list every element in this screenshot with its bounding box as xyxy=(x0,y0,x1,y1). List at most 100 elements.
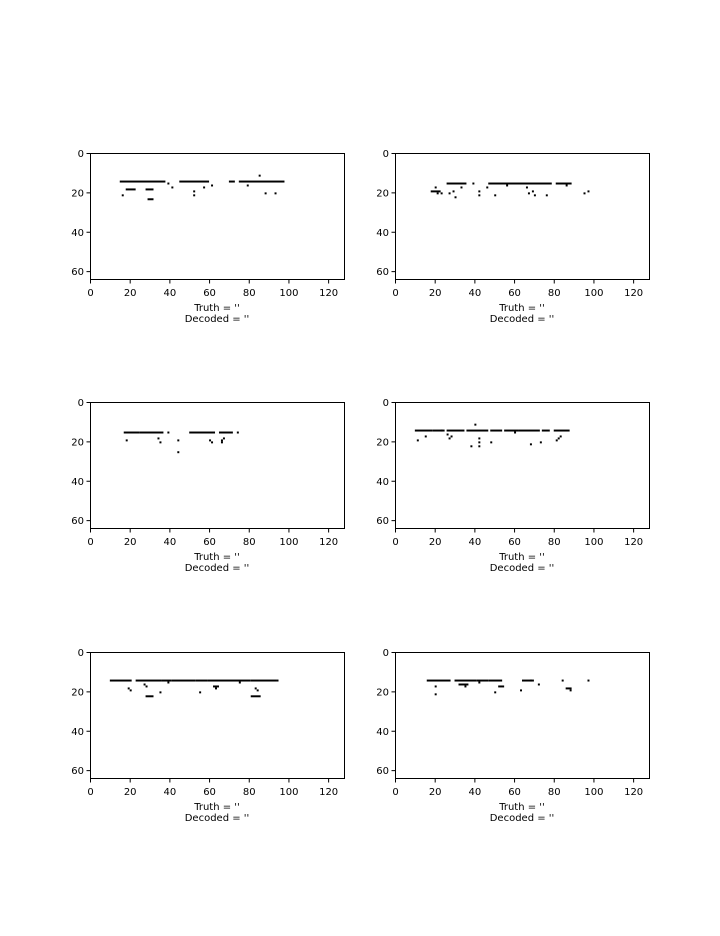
decoded-label: Decoded = '฀฀฀฀฀฀฀฀฀฀฀฀฀฀฀฀฀฀' xyxy=(490,563,555,574)
subplot-1: 0 20 40 60 80 100 1200204060Truth = '฀฀฀฀฀฀฀฀฀… xyxy=(71,149,344,325)
pixel xyxy=(538,684,540,686)
y-tick-label: 0 xyxy=(383,398,389,409)
pixel xyxy=(255,687,257,689)
axes-frame xyxy=(396,154,650,280)
x-tick-label: 100 xyxy=(279,537,298,548)
pixel xyxy=(128,687,130,689)
x-tick-label: 0 xyxy=(87,787,93,798)
pixel xyxy=(526,186,528,188)
y-tick-label: 20 xyxy=(71,437,84,448)
truth-label: Truth = '฀฀฀฀฀฀฀฀฀฀฀฀฀฀฀฀฀฀฀฀฀฀฀฀฀' xyxy=(193,303,240,314)
pixel-run xyxy=(179,181,209,183)
pixel xyxy=(221,441,223,443)
pixel xyxy=(193,194,195,196)
pixel-run xyxy=(478,445,480,447)
pixel-run xyxy=(498,685,504,687)
pixel xyxy=(177,439,179,441)
pixel xyxy=(470,445,472,447)
x-tick-label: 80 xyxy=(548,787,561,798)
y-tick-label: 60 xyxy=(71,267,84,278)
image-pixels xyxy=(427,680,590,696)
y-tick-label: 20 xyxy=(376,188,389,199)
pixel-run xyxy=(251,695,261,697)
image-pixels xyxy=(120,175,285,201)
pixel-run xyxy=(189,432,215,434)
pixel xyxy=(478,190,480,192)
pixel-run xyxy=(433,430,445,432)
pixel xyxy=(566,185,568,187)
y-tick-label: 20 xyxy=(71,188,84,199)
pixel xyxy=(478,194,480,196)
x-tick-label: 80 xyxy=(243,537,256,548)
pixel xyxy=(455,196,457,198)
image-pixels xyxy=(415,424,570,448)
pixel xyxy=(451,435,453,437)
pixel-run xyxy=(148,198,154,200)
x-tick-label: 60 xyxy=(203,288,216,299)
pixel xyxy=(435,693,437,695)
x-tick-label: 40 xyxy=(164,537,177,548)
y-tick-label: 40 xyxy=(71,228,84,239)
x-tick-label: 120 xyxy=(624,787,643,798)
pixel xyxy=(534,194,536,196)
decoded-label: Decoded = '฀฀฀฀฀฀฀฀฀฀฀฀฀฀฀฀฀฀฀฀฀฀฀฀฀฀฀฀฀… xyxy=(185,813,250,824)
pixel xyxy=(570,689,572,691)
pixel xyxy=(193,190,195,192)
pixel xyxy=(460,186,462,188)
x-tick-label: 0 xyxy=(87,537,93,548)
pixel xyxy=(259,175,261,177)
pixel xyxy=(562,680,564,682)
y-tick-label: 0 xyxy=(383,149,389,160)
x-tick-label: 20 xyxy=(429,288,442,299)
pixel-run xyxy=(195,680,207,682)
subplot-4: 0 20 40 60 80 100 120 0 20 40 60 Truth = '฀฀฀฀฀฀฀฀฀… xyxy=(376,398,649,574)
pixel xyxy=(146,685,148,687)
pixel xyxy=(215,687,217,689)
pixel xyxy=(449,437,451,439)
pixel-run xyxy=(161,680,171,682)
pixel xyxy=(157,437,159,439)
pixel xyxy=(177,451,179,453)
y-tick-label: 0 xyxy=(383,648,389,659)
x-tick-label: 40 xyxy=(469,537,482,548)
x-tick-label: 20 xyxy=(429,787,442,798)
image-pixels xyxy=(431,183,590,199)
pixel-run xyxy=(522,680,534,682)
pixel-run xyxy=(219,432,233,434)
pixel xyxy=(584,192,586,194)
decoded-label: Decoded = '฀฀฀฀฀฀฀฀฀฀฀฀฀฀฀฀฀฀฀฀฀' xyxy=(490,314,555,325)
pixel-run xyxy=(136,680,162,682)
y-tick-label: 60 xyxy=(71,516,84,527)
pixel xyxy=(209,439,211,441)
pixel xyxy=(167,682,169,684)
pixel xyxy=(587,680,589,682)
truth-label: Truth = '฀฀฀฀฀฀฀฀฀฀฀฀฀฀฀฀฀฀฀' xyxy=(498,802,545,813)
x-tick-label: 120 xyxy=(319,787,338,798)
subplot-3: 0 20 40 60 80 100 120 0 20 40 60 Truth = '฀฀฀฀฀฀฀฀฀… xyxy=(71,398,344,574)
pixel-run xyxy=(556,183,572,185)
pixel xyxy=(435,685,437,687)
x-tick-label: 60 xyxy=(203,787,216,798)
pixel xyxy=(159,691,161,693)
axes-frame xyxy=(396,653,650,779)
pixel xyxy=(167,183,169,185)
pixel xyxy=(447,434,449,436)
x-tick-label: 20 xyxy=(124,787,137,798)
pixel xyxy=(199,691,201,693)
truth-label: Truth = '฀฀฀฀฀฀฀฀฀฀฀฀฀฀฀฀฀฀฀฀฀฀฀' xyxy=(498,552,545,563)
x-tick-label: 20 xyxy=(429,537,442,548)
pixel xyxy=(277,680,279,682)
pixel-run xyxy=(110,680,132,682)
pixel xyxy=(441,430,443,432)
axes-frame xyxy=(91,653,345,779)
pixel xyxy=(126,439,128,441)
pixel xyxy=(506,185,508,187)
pixel xyxy=(221,439,223,441)
pixel xyxy=(474,424,476,426)
y-tick-label: 60 xyxy=(376,516,389,527)
y-tick-label: 60 xyxy=(376,267,389,278)
pixel xyxy=(435,186,437,188)
pixel-run xyxy=(251,680,277,682)
x-tick-label: 100 xyxy=(584,288,603,299)
